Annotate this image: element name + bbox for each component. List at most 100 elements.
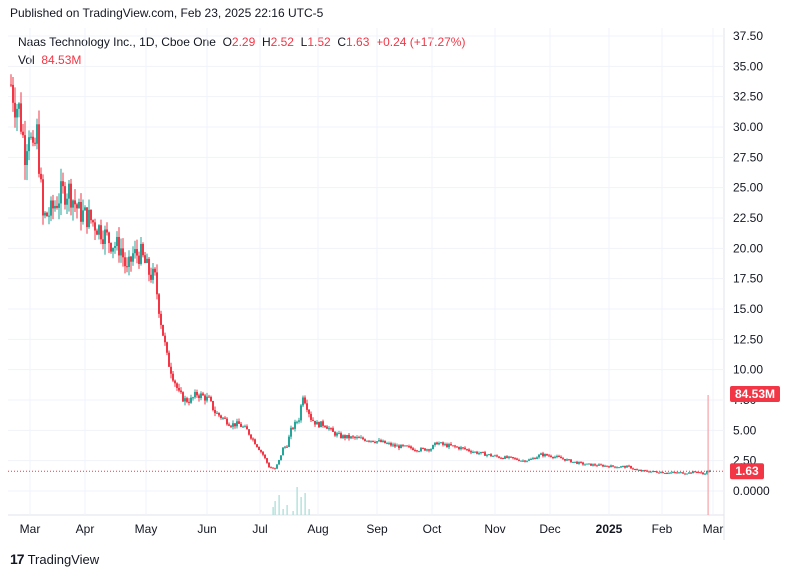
volume-bar bbox=[286, 505, 288, 515]
candle-body bbox=[34, 142, 36, 144]
close-label: C bbox=[337, 35, 347, 49]
candle-body bbox=[38, 124, 40, 174]
candle-body bbox=[528, 459, 530, 461]
candle-body bbox=[534, 458, 536, 460]
candle-body bbox=[206, 396, 208, 401]
volume-bar bbox=[278, 495, 280, 515]
candle-body bbox=[650, 471, 652, 473]
candle-body bbox=[252, 438, 254, 440]
candle-body bbox=[48, 215, 50, 217]
candle-body bbox=[12, 84, 14, 103]
candle-body bbox=[436, 442, 438, 445]
candle-body bbox=[530, 459, 532, 461]
candle-body bbox=[324, 425, 326, 427]
candle-body bbox=[654, 471, 656, 473]
candle-body bbox=[246, 426, 248, 430]
candle-body bbox=[698, 472, 700, 474]
brand[interactable]: 17 TradingView bbox=[10, 551, 99, 567]
volume-group bbox=[272, 395, 709, 515]
candle-body bbox=[512, 457, 514, 459]
x-tick-label: Apr bbox=[76, 522, 95, 536]
candle-body bbox=[92, 220, 94, 223]
candle-body bbox=[56, 205, 58, 208]
candle-body bbox=[336, 433, 338, 436]
candle-body bbox=[108, 232, 110, 244]
candle-body bbox=[90, 209, 92, 221]
candle-body bbox=[100, 225, 102, 240]
candle-body bbox=[138, 255, 140, 264]
candle-body bbox=[596, 465, 598, 467]
candle-body bbox=[190, 397, 192, 403]
candle-body bbox=[292, 427, 294, 429]
low-label: L bbox=[300, 35, 308, 49]
candle-body bbox=[130, 256, 132, 262]
candle-body bbox=[322, 421, 324, 426]
candle-body bbox=[440, 442, 442, 444]
candle-body bbox=[676, 472, 678, 474]
volume-bar bbox=[282, 509, 284, 515]
tradingview-logo-icon: 17 bbox=[10, 551, 25, 567]
candle-body bbox=[260, 450, 262, 452]
candle-body bbox=[370, 440, 372, 442]
candle-body bbox=[482, 451, 484, 453]
candle-body bbox=[690, 472, 692, 474]
candle-body bbox=[548, 455, 550, 457]
candle-body bbox=[294, 421, 296, 429]
candle-body bbox=[494, 455, 496, 457]
candle-body bbox=[376, 441, 378, 443]
candle-body bbox=[636, 469, 638, 471]
candle-body bbox=[706, 471, 708, 474]
candle-body bbox=[626, 465, 628, 468]
candle-body bbox=[524, 460, 526, 462]
y-tick-label: 30.00 bbox=[733, 120, 763, 134]
candle-body bbox=[644, 470, 646, 472]
candle-body bbox=[280, 455, 282, 460]
candle-body bbox=[430, 449, 432, 451]
candle-body bbox=[666, 473, 668, 475]
candle-body bbox=[450, 444, 452, 446]
x-tick-label: Sep bbox=[366, 522, 388, 536]
volume-badge-text: 84.53M bbox=[735, 387, 775, 401]
candle-body bbox=[152, 268, 154, 280]
candle-body bbox=[314, 420, 316, 425]
candle-body bbox=[686, 473, 688, 475]
candle-body bbox=[586, 463, 588, 465]
y-tick-label: 22.50 bbox=[733, 211, 763, 225]
candle-body bbox=[394, 444, 396, 447]
candle-body bbox=[126, 266, 128, 268]
candle-body bbox=[674, 472, 676, 474]
candle-body bbox=[202, 393, 204, 396]
candle-body bbox=[308, 409, 310, 414]
candle-body bbox=[264, 454, 266, 459]
volume-badge bbox=[730, 386, 780, 402]
candle-body bbox=[634, 469, 636, 471]
price-badge bbox=[730, 463, 764, 480]
candle-body bbox=[24, 135, 26, 166]
candle-body bbox=[692, 471, 694, 474]
candle-body bbox=[276, 464, 278, 469]
candle-body bbox=[272, 467, 274, 469]
candle-body bbox=[700, 472, 702, 474]
candle-body bbox=[446, 444, 448, 448]
candle-body bbox=[424, 448, 426, 451]
candle-body bbox=[520, 460, 522, 462]
candle-body bbox=[608, 466, 610, 468]
candle-body bbox=[298, 420, 300, 422]
candle-body bbox=[566, 459, 568, 461]
chart-legend: Naas Technology Inc., 1D, Cboe One O2.29… bbox=[18, 35, 465, 49]
x-tick-label: Jul bbox=[252, 522, 267, 536]
high-value: 2.52 bbox=[270, 35, 294, 49]
candle-body bbox=[694, 471, 696, 473]
candle-body bbox=[72, 200, 74, 208]
x-tick-label: Jun bbox=[197, 522, 216, 536]
candle-body bbox=[224, 417, 226, 419]
candle-body bbox=[588, 463, 590, 465]
candle-body bbox=[284, 446, 286, 448]
candle-body bbox=[52, 200, 54, 209]
candle-body bbox=[330, 428, 332, 430]
y-tick-label: 37.50 bbox=[733, 29, 763, 43]
candle-body bbox=[58, 203, 60, 208]
candle-body bbox=[122, 248, 124, 258]
candle-body bbox=[84, 207, 86, 211]
